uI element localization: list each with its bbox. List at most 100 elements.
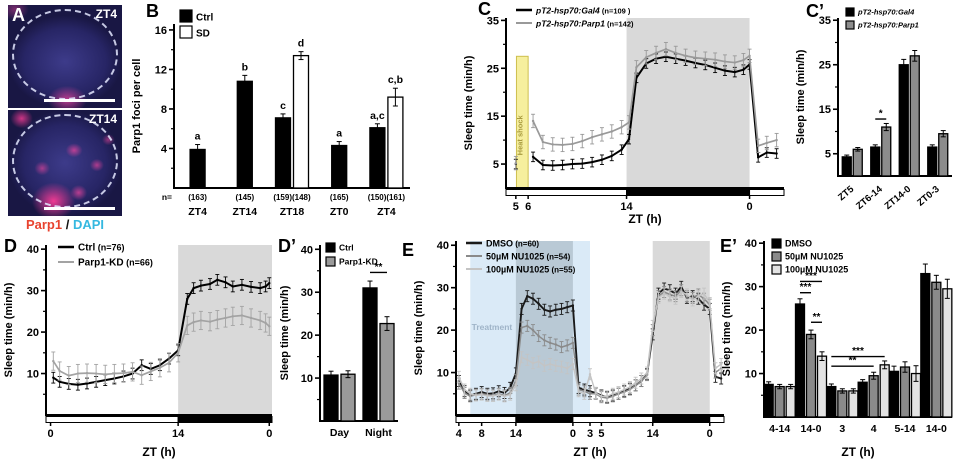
svg-text:14: 14: [172, 428, 185, 440]
svg-text:**: **: [813, 312, 821, 323]
svg-text:DMSO: DMSO: [785, 239, 812, 249]
svg-text:50µM NU1025 (n=54): 50µM NU1025 (n=54): [486, 252, 571, 262]
svg-text:5: 5: [493, 159, 499, 171]
scale-bar: [44, 207, 115, 210]
svg-text:30: 30: [437, 283, 449, 295]
svg-text:20: 20: [27, 327, 39, 339]
svg-text:10: 10: [27, 369, 39, 381]
svg-text:Sleep time (min/h): Sleep time (min/h): [795, 49, 807, 144]
svg-text:100µM NU1025 (n=55): 100µM NU1025 (n=55): [486, 265, 576, 275]
caption-separator: /: [62, 217, 73, 232]
nucleus-outline: [12, 114, 118, 208]
svg-text:20: 20: [437, 325, 449, 337]
svg-text:0: 0: [570, 428, 576, 440]
svg-text:10: 10: [745, 369, 757, 381]
svg-text:4: 4: [456, 428, 463, 440]
svg-text:5: 5: [598, 428, 604, 440]
svg-text:(165): (165): [330, 193, 349, 202]
panel-e-label: E: [402, 240, 415, 260]
svg-text:3: 3: [839, 423, 845, 435]
svg-text:Sleep time (min/h): Sleep time (min/h): [721, 281, 733, 376]
svg-text:(145): (145): [235, 193, 254, 202]
panel-e-prime-bar-chart: 10 20 30 40 Sleep time (min/h) 4-14 14-0 3 4 5-14…: [718, 233, 958, 461]
svg-text:Day: Day: [330, 427, 349, 439]
panel-b: B 4 8 12 16 Parp1 foci per cell a b c a a,c d c,b ZT…: [130, 0, 422, 228]
panel-a: A ZT4 ZT14 Parp1 / DAPI: [0, 0, 130, 233]
svg-text:30: 30: [27, 286, 39, 298]
svg-text:c,b: c,b: [388, 74, 403, 86]
svg-text:pT2-hsp70:Parp1 (n=142): pT2-hsp70:Parp1 (n=142): [535, 19, 634, 29]
panel-e-prime-label: E’: [720, 236, 738, 256]
panel-c-line-chart: Heat shock 5 15 25 35 Sleep time (min/h) 5 6 14 0…: [420, 0, 792, 228]
panel-c-label: C: [478, 0, 491, 19]
svg-text:25: 25: [487, 63, 499, 75]
svg-text:5-14: 5-14: [894, 423, 915, 435]
zt4-tag: ZT4: [95, 7, 117, 21]
svg-text:ZT0-3: ZT0-3: [915, 184, 941, 209]
svg-text:8: 8: [479, 428, 485, 440]
svg-text:20: 20: [745, 325, 757, 337]
panel-e-prime: E’ 10 20 30 40 Sleep time (min/h) 4-14 14-0 3 4 5…: [718, 233, 958, 461]
svg-text:(159)(148): (159)(148): [273, 193, 311, 202]
panel-a-label: A: [12, 5, 25, 25]
nucleus-outline: [12, 9, 118, 100]
svg-text:Parp1-KD (n=66): Parp1-KD (n=66): [78, 258, 153, 269]
svg-text:ZT18: ZT18: [280, 206, 305, 218]
svg-text:Heat shock: Heat shock: [516, 114, 525, 155]
svg-text:14-0: 14-0: [926, 423, 947, 435]
svg-text:**: **: [849, 356, 857, 367]
svg-text:30: 30: [745, 282, 757, 294]
svg-text:40: 40: [437, 240, 449, 252]
svg-text:30: 30: [301, 287, 313, 299]
panel-d-label: D: [4, 236, 17, 256]
svg-text:***: ***: [805, 271, 817, 282]
svg-text:0: 0: [266, 428, 272, 440]
svg-text:(150)(161): (150)(161): [368, 193, 406, 202]
svg-text:35: 35: [819, 15, 831, 27]
svg-text:14: 14: [647, 428, 660, 440]
svg-text:40: 40: [745, 238, 757, 250]
svg-text:5: 5: [825, 149, 831, 161]
microscopy-image-zt4: ZT4: [8, 5, 122, 108]
svg-text:25: 25: [819, 60, 831, 72]
svg-text:ZT (h): ZT (h): [628, 212, 661, 226]
svg-text:20: 20: [301, 330, 313, 342]
svg-text:14-0: 14-0: [800, 423, 821, 435]
svg-text:0: 0: [746, 201, 752, 213]
svg-text:10: 10: [437, 368, 449, 380]
svg-text:c: c: [280, 100, 286, 112]
svg-text:Sleep time (min/h): Sleep time (min/h): [3, 282, 15, 377]
svg-text:ZT5: ZT5: [836, 183, 857, 203]
svg-text:Parp1 foci per cell: Parp1 foci per cell: [131, 59, 143, 154]
svg-text:10: 10: [301, 373, 313, 385]
panel-c-prime-bar-chart: 5 15 25 35 Sleep time (min/h) ZT5 ZT6-14 ZT14-0…: [792, 0, 958, 228]
svg-text:40: 40: [27, 244, 39, 256]
panel-d-prime-label: D’: [278, 236, 296, 256]
panel-c-prime-label: C’: [806, 1, 824, 21]
svg-text:15: 15: [487, 111, 499, 123]
svg-text:16: 16: [155, 25, 167, 37]
svg-text:14: 14: [510, 428, 523, 440]
svg-text:***: ***: [800, 282, 812, 293]
svg-text:ZT6-14: ZT6-14: [854, 183, 885, 212]
svg-text:4-14: 4-14: [769, 423, 790, 435]
svg-text:ZT14: ZT14: [233, 206, 258, 218]
svg-text:4: 4: [871, 423, 877, 435]
svg-text:a: a: [336, 128, 342, 140]
dapi-label: DAPI: [72, 217, 105, 232]
panel-d-prime: D’ 10 20 30 40 Sleep time (min/h) Day Night ** C…: [278, 233, 406, 461]
svg-text:Ctrl: Ctrl: [196, 13, 213, 24]
svg-text:40: 40: [301, 244, 313, 256]
svg-text:3: 3: [587, 428, 593, 440]
svg-text:14: 14: [620, 201, 633, 213]
zt14-tag: ZT14: [88, 112, 117, 126]
svg-text:35: 35: [487, 15, 499, 27]
svg-text:pT2-hsp70:Parp1: pT2-hsp70:Parp1: [857, 21, 919, 30]
svg-text:a: a: [195, 131, 201, 143]
svg-text:6: 6: [525, 201, 531, 213]
svg-text:ZT (h): ZT (h): [841, 445, 874, 459]
svg-text:ZT4: ZT4: [188, 206, 207, 218]
scale-bar: [44, 99, 115, 102]
svg-text:a,c: a,c: [370, 110, 385, 122]
svg-text:Treatment: Treatment: [472, 322, 513, 332]
